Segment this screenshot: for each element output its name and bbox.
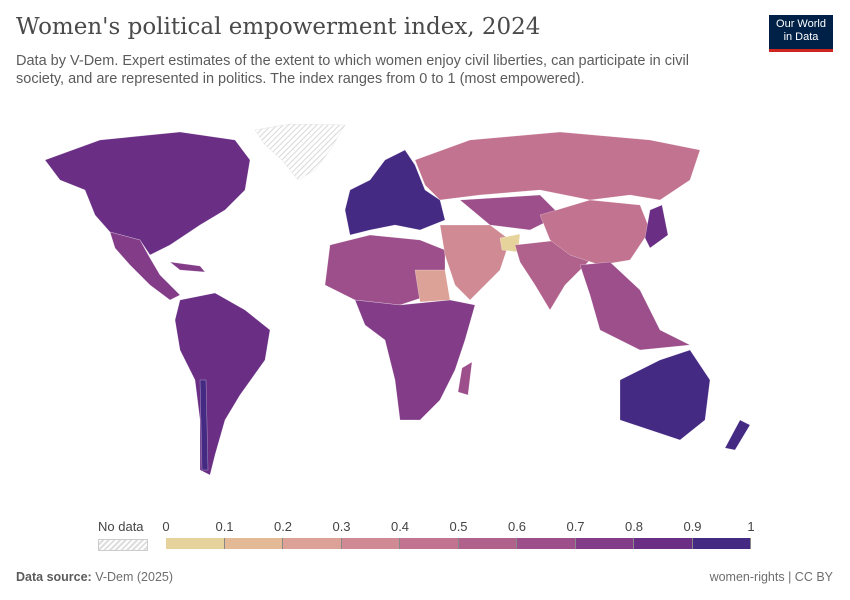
legend-bin[interactable] xyxy=(517,538,576,549)
chile[interactable] xyxy=(199,379,209,471)
legend-bin[interactable] xyxy=(283,538,342,549)
world-map xyxy=(44,123,751,476)
legend-tick-label: 0 xyxy=(162,519,170,534)
chart-title: Women's political empowerment index, 202… xyxy=(16,14,541,40)
chart-subtitle: Data by V-Dem. Expert estimates of the e… xyxy=(16,53,689,87)
data-source: Data source: V-Dem (2025) xyxy=(16,570,173,584)
greenland[interactable] xyxy=(254,123,346,181)
legend-bin[interactable] xyxy=(341,538,400,549)
legend-tick-label: 0.4 xyxy=(390,519,410,534)
russia[interactable] xyxy=(414,131,701,201)
footer-license[interactable]: women-rights | CC BY xyxy=(709,570,833,584)
caribbean[interactable] xyxy=(169,261,206,273)
color-legend: No data 0 0.1 0.2 0.3 0.4 0.5 0.6 0.7 0.8 0.9 1 xyxy=(0,515,850,555)
legend-bin[interactable] xyxy=(692,538,751,549)
australia[interactable] xyxy=(619,349,711,441)
south-america[interactable] xyxy=(174,292,271,476)
legend-bin[interactable] xyxy=(575,538,634,549)
legend-bin[interactable] xyxy=(400,538,459,549)
no-data-label: No data xyxy=(98,519,144,534)
legend-bin[interactable] xyxy=(634,538,693,549)
legend-tick-label: 0.2 xyxy=(273,519,293,534)
legend-tick-label: 0.7 xyxy=(566,519,585,534)
owid-logo[interactable]: Our World in Data xyxy=(769,15,833,52)
legend-tick-label: 1 xyxy=(747,519,755,534)
legend-tick-label: 0.3 xyxy=(332,519,351,534)
legend-bin[interactable] xyxy=(166,538,225,549)
logo-line1: Our World xyxy=(776,18,826,30)
japan[interactable] xyxy=(644,204,669,249)
sudan[interactable] xyxy=(414,269,451,303)
legend-tick-label: 0.1 xyxy=(215,519,234,534)
madagascar[interactable] xyxy=(457,361,473,396)
middle-east[interactable] xyxy=(439,224,511,301)
legend-bin[interactable] xyxy=(224,538,283,549)
source-link[interactable]: V-Dem (2025) xyxy=(95,570,174,584)
source-label: Data source: xyxy=(16,570,92,584)
new-zealand[interactable] xyxy=(724,419,751,451)
sub-saharan-africa[interactable] xyxy=(354,299,476,421)
legend-bin[interactable] xyxy=(458,538,517,549)
southeast-asia[interactable] xyxy=(579,261,691,351)
mexico-central-america[interactable] xyxy=(109,231,181,301)
no-data-swatch xyxy=(98,539,148,551)
legend-tick-label: 0.9 xyxy=(683,519,702,534)
logo-line2: in Data xyxy=(783,31,819,43)
north-america[interactable] xyxy=(44,131,251,256)
europe[interactable] xyxy=(344,149,446,236)
legend-tick-label: 0.5 xyxy=(449,519,468,534)
legend-tick-label: 0.8 xyxy=(624,519,644,534)
legend-tick-label: 0.6 xyxy=(507,519,527,534)
china[interactable] xyxy=(539,199,651,266)
